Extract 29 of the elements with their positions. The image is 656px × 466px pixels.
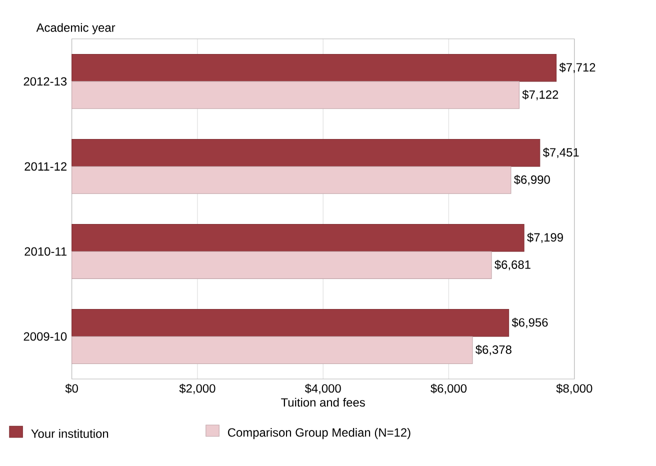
legend-label: Comparison Group Median (N=12) bbox=[228, 428, 410, 440]
bar bbox=[72, 139, 540, 167]
bar bbox=[72, 166, 512, 194]
data-label: $6,990 bbox=[514, 174, 550, 186]
data-label: $7,451 bbox=[542, 148, 579, 158]
bar bbox=[72, 336, 473, 364]
y-tick-label: 2010-11 bbox=[24, 247, 67, 256]
x-tick-label: $4,000 bbox=[304, 384, 341, 394]
y-axis-title: Academic year bbox=[36, 23, 116, 34]
bar bbox=[72, 251, 492, 279]
y-tick-label: 2009-10 bbox=[24, 332, 67, 341]
bar bbox=[72, 309, 510, 337]
x-tick-label: $0 bbox=[65, 384, 78, 394]
data-label: $7,199 bbox=[527, 232, 563, 244]
data-label: $6,378 bbox=[476, 344, 512, 356]
y-tick-label: 2011-12 bbox=[24, 162, 66, 171]
bar bbox=[72, 224, 524, 252]
data-label: $7,122 bbox=[522, 90, 558, 100]
bar bbox=[72, 81, 520, 109]
x-axis-title: Tuition and fees bbox=[281, 398, 365, 407]
x-tick-label: $6,000 bbox=[430, 384, 467, 394]
y-tick-label: 2012-13 bbox=[24, 77, 67, 86]
bar bbox=[72, 54, 557, 82]
legend-label: Your institution bbox=[31, 429, 108, 438]
x-tick-label: $8,000 bbox=[556, 384, 592, 394]
data-label: $7,712 bbox=[559, 62, 596, 74]
x-tick-label: $2,000 bbox=[179, 384, 216, 394]
data-label: $6,681 bbox=[494, 260, 530, 270]
data-label: $6,956 bbox=[512, 318, 548, 328]
